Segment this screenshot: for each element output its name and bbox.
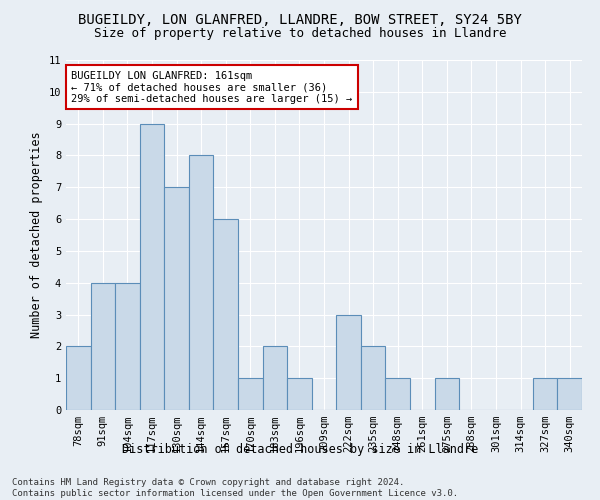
Bar	[164, 188, 189, 410]
Bar	[66, 346, 91, 410]
Bar	[434, 378, 459, 410]
Text: Contains HM Land Registry data © Crown copyright and database right 2024.
Contai: Contains HM Land Registry data © Crown c…	[12, 478, 458, 498]
Bar	[263, 346, 287, 410]
Bar	[91, 282, 115, 410]
Bar	[287, 378, 312, 410]
Bar	[115, 282, 140, 410]
Bar	[189, 156, 214, 410]
Bar	[361, 346, 385, 410]
Bar	[214, 219, 238, 410]
Bar	[557, 378, 582, 410]
Bar	[385, 378, 410, 410]
Text: Distribution of detached houses by size in Llandre: Distribution of detached houses by size …	[122, 442, 478, 456]
Bar	[140, 124, 164, 410]
Bar	[533, 378, 557, 410]
Bar	[238, 378, 263, 410]
Text: BUGEILDY, LON GLANFRED, LLANDRE, BOW STREET, SY24 5BY: BUGEILDY, LON GLANFRED, LLANDRE, BOW STR…	[78, 12, 522, 26]
Bar	[336, 314, 361, 410]
Text: Size of property relative to detached houses in Llandre: Size of property relative to detached ho…	[94, 28, 506, 40]
Y-axis label: Number of detached properties: Number of detached properties	[30, 132, 43, 338]
Text: BUGEILDY LON GLANFRED: 161sqm
← 71% of detached houses are smaller (36)
29% of s: BUGEILDY LON GLANFRED: 161sqm ← 71% of d…	[71, 70, 352, 104]
